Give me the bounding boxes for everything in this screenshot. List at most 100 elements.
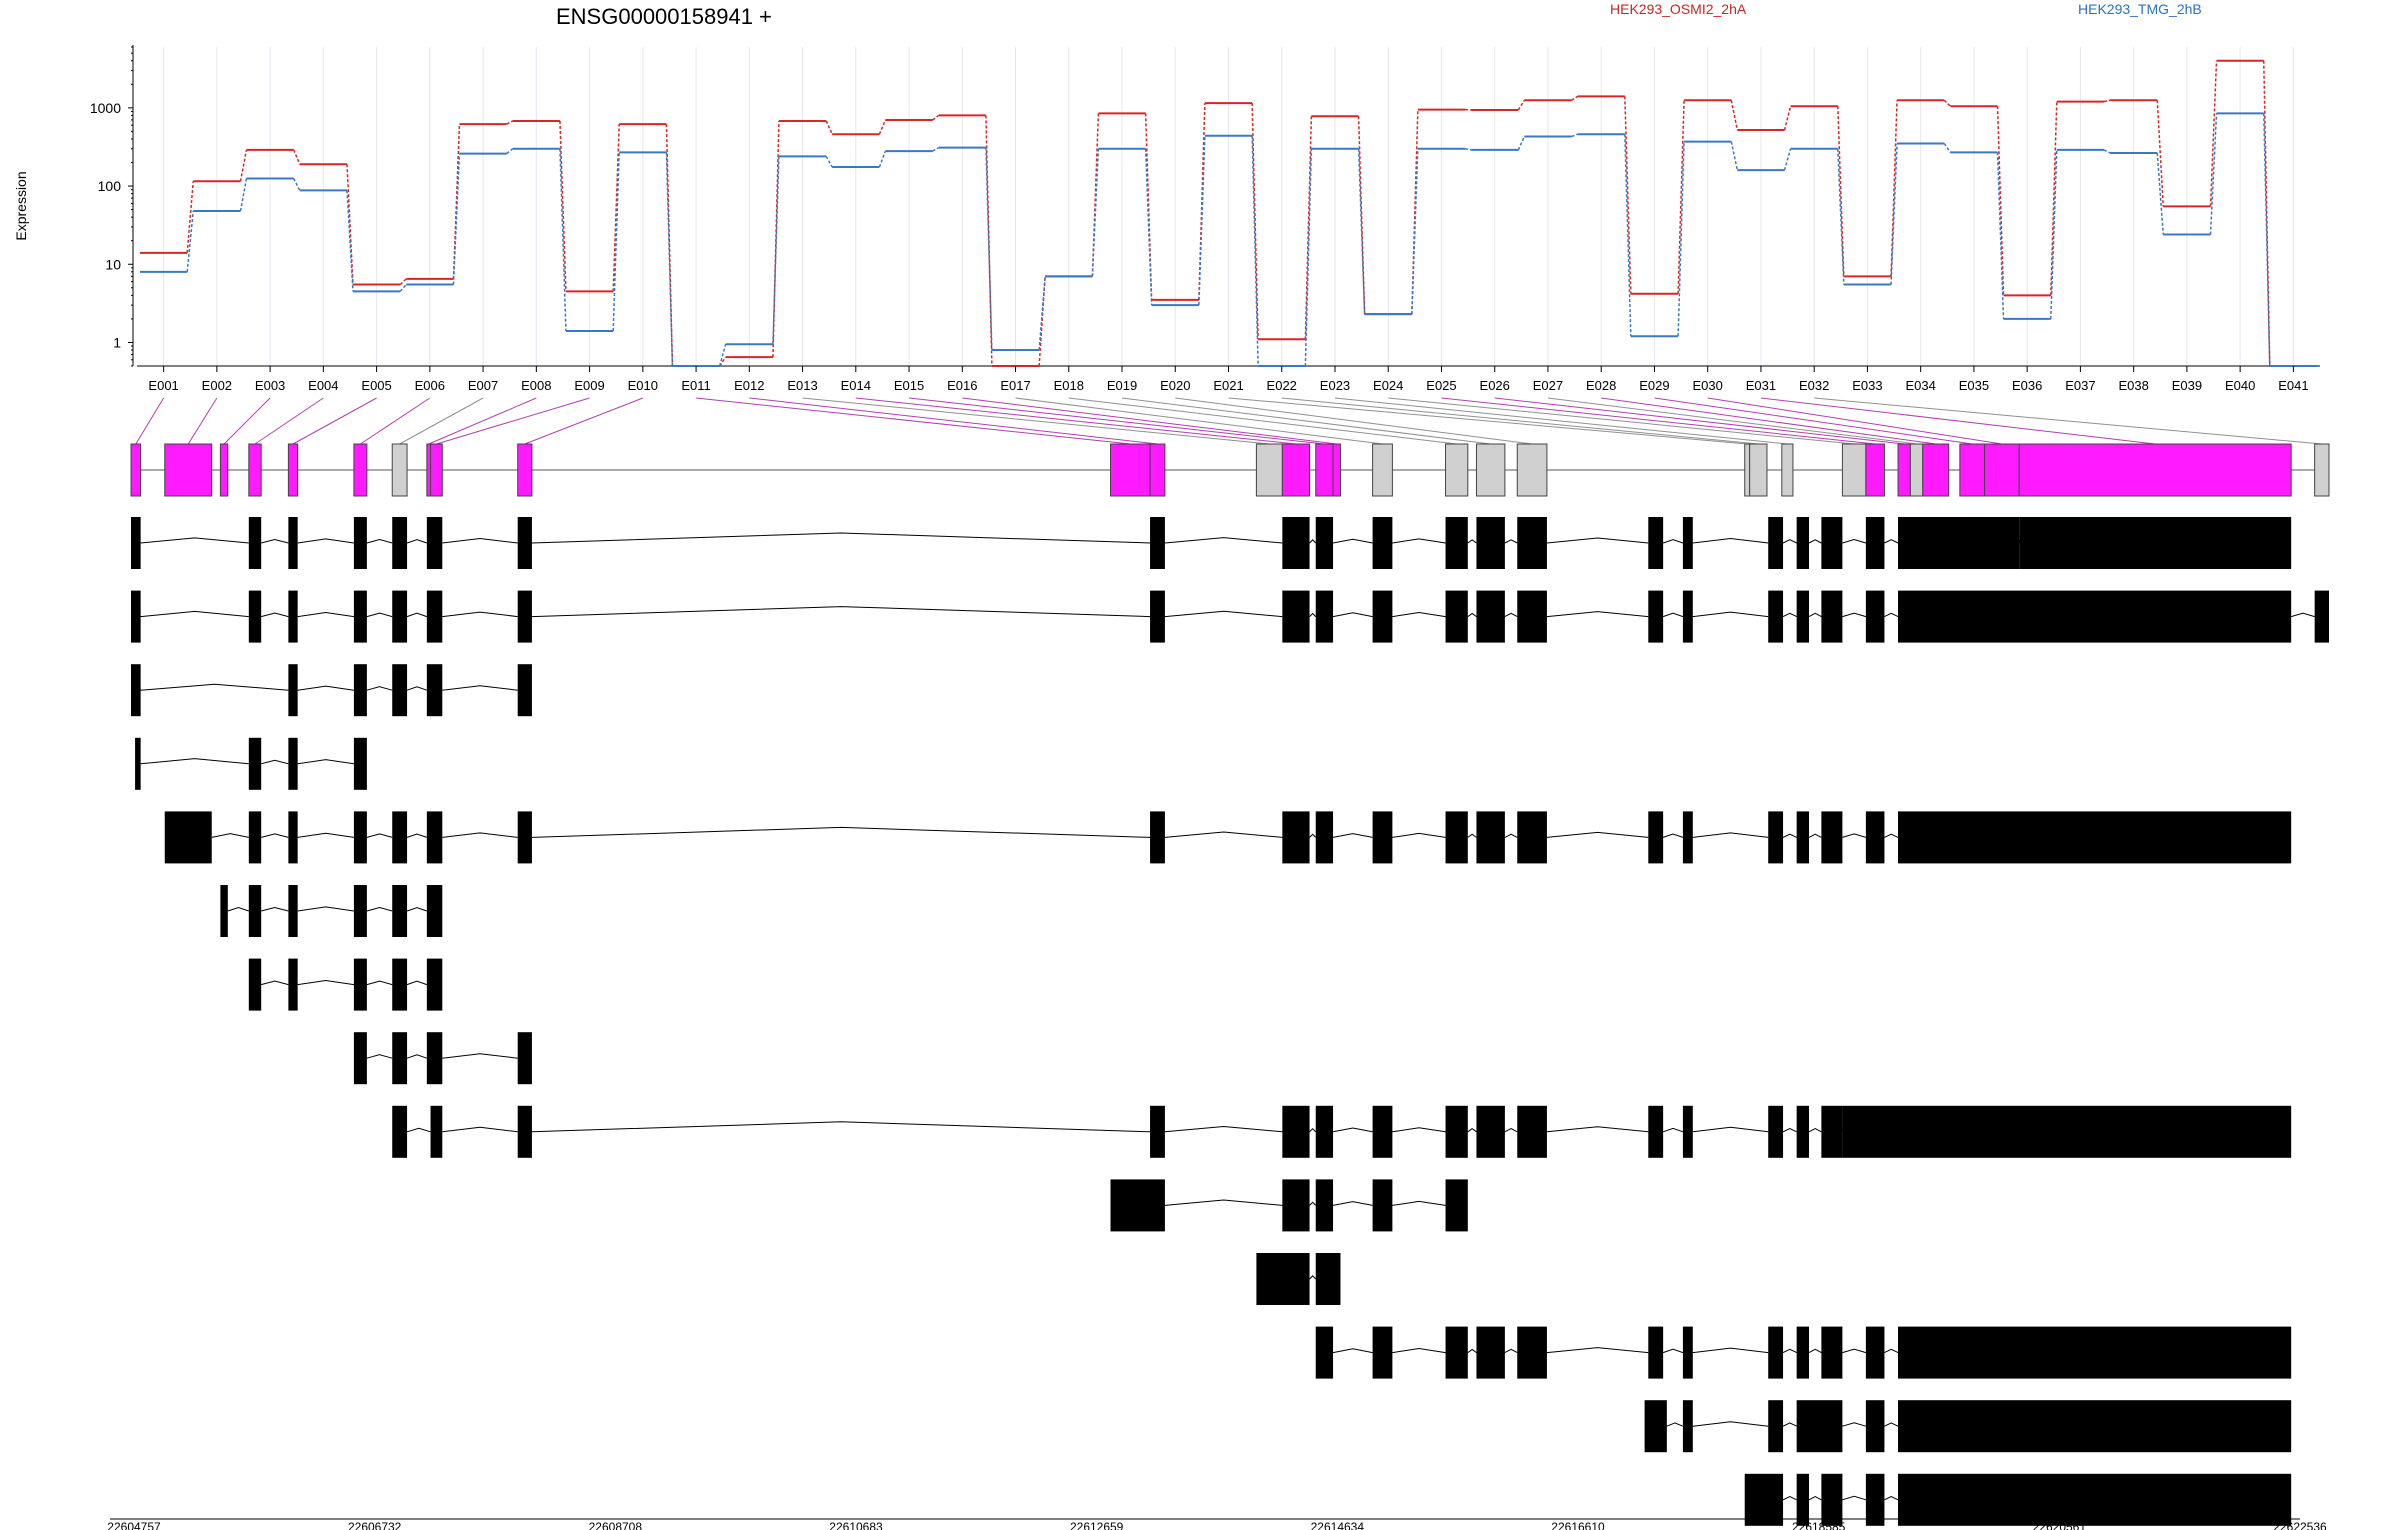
- transcript-exon: [1821, 590, 1843, 643]
- series-b-step: [1890, 143, 1898, 285]
- transcript-intron: [442, 685, 518, 691]
- series-b-step: [1464, 148, 1472, 151]
- transcript-intron: [1332, 1127, 1373, 1133]
- transcript-intron: [1467, 539, 1477, 544]
- x-tick-label: E013: [787, 378, 817, 393]
- transcripts: [131, 517, 2329, 1526]
- transcript-exon: [353, 885, 367, 937]
- transcript-exon: [288, 958, 298, 1011]
- transcript-intron: [1467, 833, 1477, 838]
- transcript-intron: [261, 759, 289, 765]
- transcript-intron: [1467, 1128, 1477, 1133]
- transcript-intron: [1662, 539, 1684, 544]
- transcript-intron: [1546, 537, 1649, 544]
- exon-connector: [1760, 397, 2156, 445]
- transcript-exon: [1796, 1105, 1810, 1158]
- transcript-intron: [297, 685, 354, 691]
- transcript-exon: [517, 517, 532, 569]
- transcript-exon: [1517, 517, 1547, 569]
- series-b-step: [932, 146, 940, 152]
- series-a-step: [1837, 106, 1845, 277]
- transcript-intron: [1309, 1127, 1317, 1133]
- series-a-step: [772, 120, 780, 358]
- transcript-intron: [1692, 1126, 1769, 1133]
- transcript-exon: [1476, 1105, 1505, 1158]
- transcript-intron: [140, 758, 249, 765]
- transcript-intron: [1164, 1125, 1283, 1133]
- series-b-step: [506, 148, 514, 155]
- transcript-exon: [426, 664, 443, 717]
- transcript-intron: [1808, 612, 1822, 618]
- transcript-exon: [1898, 517, 2020, 569]
- series-a-step: [1677, 100, 1685, 294]
- exon-connector: [292, 397, 377, 445]
- transcript-intron: [1546, 611, 1649, 618]
- series-a-step: [1996, 106, 2005, 296]
- series-b-step: [718, 344, 727, 367]
- transcript-exon: [1282, 590, 1310, 643]
- exon-connector: [749, 397, 1158, 445]
- transcript-exon: [1648, 811, 1664, 864]
- gene-model-exon: [1959, 443, 1986, 497]
- transcript-exon: [353, 737, 367, 790]
- transcript-intron: [1309, 539, 1317, 544]
- transcript-exon: [1682, 1326, 1693, 1379]
- transcript-intron: [1692, 611, 1769, 618]
- transcript-exon: [288, 517, 298, 569]
- transcript-intron: [261, 906, 289, 912]
- exon-connector: [1601, 397, 1936, 445]
- series-b-step: [346, 190, 354, 292]
- exon-connector: [908, 397, 1325, 445]
- exon-connector: [1654, 397, 1973, 445]
- transcript-exon: [288, 811, 298, 864]
- transcript-intron: [442, 1126, 518, 1133]
- gene-model-exon: [1744, 443, 1751, 497]
- x-tick-label: E023: [1320, 378, 1350, 393]
- x-tick-label: E009: [574, 378, 604, 393]
- x-tick-label: E015: [894, 378, 924, 393]
- series-a-step: [1571, 95, 1578, 101]
- transcript-intron: [140, 610, 249, 618]
- series-a-step: [1890, 100, 1898, 277]
- transcript-exon: [392, 1105, 408, 1158]
- transcript-exon: [1445, 517, 1468, 569]
- transcript-intron: [1782, 1348, 1797, 1354]
- transcript-exon: [1682, 1105, 1693, 1158]
- transcript-exon: [1445, 590, 1468, 643]
- transcript-intron: [1884, 539, 1899, 544]
- genomic-coordinate-label: 22604757: [107, 1520, 161, 1530]
- genomic-axis: 22604757 22606732 22608708 22610683 22612659…: [107, 1518, 2327, 1530]
- genomic-coordinate-label: 22606732: [348, 1520, 402, 1530]
- genomic-coordinate-label: 22618585: [1792, 1520, 1846, 1530]
- transcript-exon: [1768, 590, 1784, 643]
- series-a-step: [2103, 99, 2111, 103]
- gene-model-exon: [1315, 443, 1334, 497]
- exon-connector: [1015, 397, 1383, 445]
- transcript-intron: [1662, 612, 1684, 618]
- transcript-exon: [135, 737, 141, 790]
- series-a-step: [1198, 103, 1206, 300]
- exon-connector: [135, 397, 165, 445]
- series-b-step: [293, 178, 301, 191]
- transcript-exon: [1744, 1473, 1784, 1526]
- transcript-exon: [1821, 1326, 1843, 1379]
- transcript-exon: [1150, 1105, 1165, 1158]
- transcript-exon: [353, 664, 367, 717]
- x-tick-label: E031: [1746, 378, 1776, 393]
- grid: [163, 47, 2294, 366]
- exon-connector: [436, 397, 590, 445]
- transcript-exon: [1476, 1326, 1505, 1379]
- series-a-step: [293, 149, 301, 165]
- transcript-exon: [392, 958, 408, 1011]
- transcript-exon: [1150, 590, 1165, 643]
- x-tick-label: E010: [628, 378, 658, 393]
- transcript-intron: [297, 759, 354, 765]
- transcript-intron: [1309, 1275, 1317, 1280]
- exon-connector: [802, 397, 1270, 445]
- series-b-step: [1571, 133, 1578, 138]
- gene-model-exon: [1781, 443, 1794, 497]
- series-a-step: [825, 120, 833, 135]
- series-a-step: [452, 124, 461, 279]
- transcript-intron: [1392, 1200, 1446, 1206]
- exon-connector: [696, 397, 1131, 445]
